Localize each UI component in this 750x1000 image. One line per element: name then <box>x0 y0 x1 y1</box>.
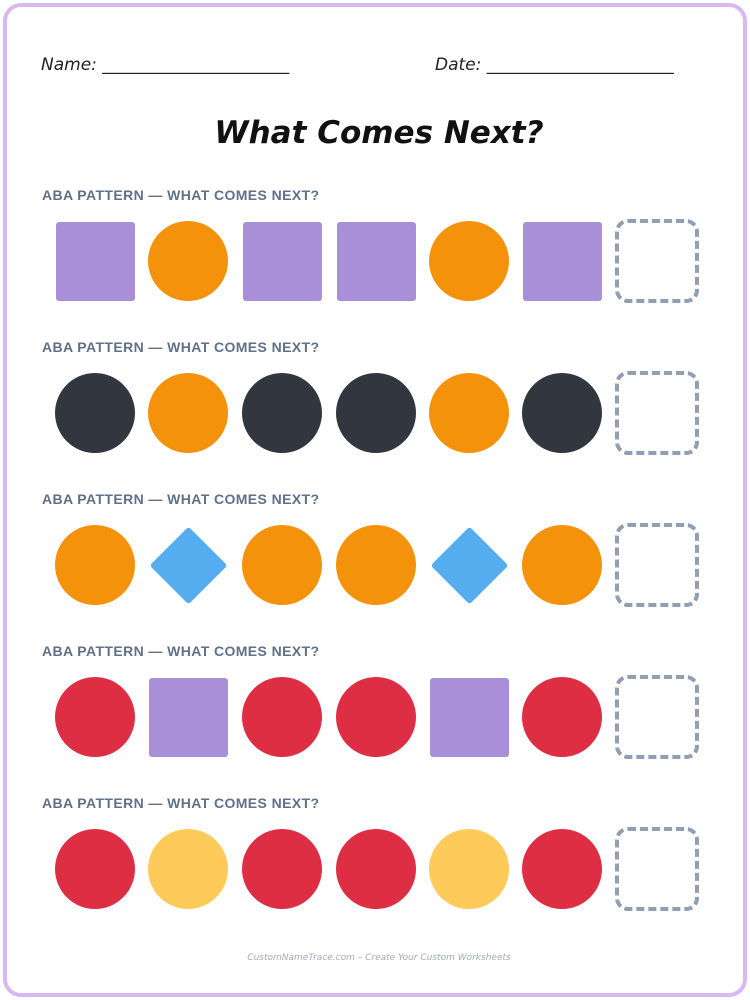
red-circle-shape <box>336 829 416 909</box>
worksheet: Name: ______________________ Date: _____… <box>3 3 747 997</box>
purple-square-shape <box>522 221 602 301</box>
orange-circle-shape <box>148 373 228 453</box>
orange-circle-shape <box>522 525 602 605</box>
dark-circle-shape <box>242 373 322 453</box>
purple-square-shape <box>242 221 322 301</box>
purple-square-shape <box>55 221 135 301</box>
pattern-label: ABA PATTERN — WHAT COMES NEXT? <box>42 187 320 203</box>
orange-circle-shape <box>429 221 509 301</box>
red-circle-shape <box>336 677 416 757</box>
answer-box[interactable] <box>615 371 699 455</box>
yellow-circle-shape <box>429 829 509 909</box>
blue-diamond-shape <box>149 526 227 604</box>
orange-circle-shape <box>429 373 509 453</box>
blue-diamond-shape <box>430 526 508 604</box>
orange-circle-shape <box>148 221 228 301</box>
pattern-label: ABA PATTERN — WHAT COMES NEXT? <box>42 795 320 811</box>
answer-box[interactable] <box>615 219 699 303</box>
red-circle-shape <box>522 829 602 909</box>
red-circle-shape <box>55 829 135 909</box>
answer-box[interactable] <box>615 675 699 759</box>
pattern-label: ABA PATTERN — WHAT COMES NEXT? <box>42 339 320 355</box>
purple-square-shape <box>429 677 509 757</box>
purple-square-shape <box>336 221 416 301</box>
page-title: What Comes Next? <box>214 115 544 151</box>
orange-circle-shape <box>55 525 135 605</box>
answer-box[interactable] <box>615 827 699 911</box>
red-circle-shape <box>522 677 602 757</box>
dark-circle-shape <box>522 373 602 453</box>
purple-square-shape <box>148 677 228 757</box>
name-line: Name: ______________________ <box>41 55 290 75</box>
red-circle-shape <box>242 677 322 757</box>
answer-box[interactable] <box>615 523 699 607</box>
date-line: Date: ______________________ <box>435 55 674 75</box>
red-circle-shape <box>242 829 322 909</box>
orange-circle-shape <box>242 525 322 605</box>
pattern-label: ABA PATTERN — WHAT COMES NEXT? <box>42 491 320 507</box>
dark-circle-shape <box>55 373 135 453</box>
red-circle-shape <box>55 677 135 757</box>
orange-circle-shape <box>336 525 416 605</box>
footer-credit: CustomNameTrace.com – Create Your Custom… <box>247 953 511 963</box>
yellow-circle-shape <box>148 829 228 909</box>
dark-circle-shape <box>336 373 416 453</box>
pattern-label: ABA PATTERN — WHAT COMES NEXT? <box>42 643 320 659</box>
